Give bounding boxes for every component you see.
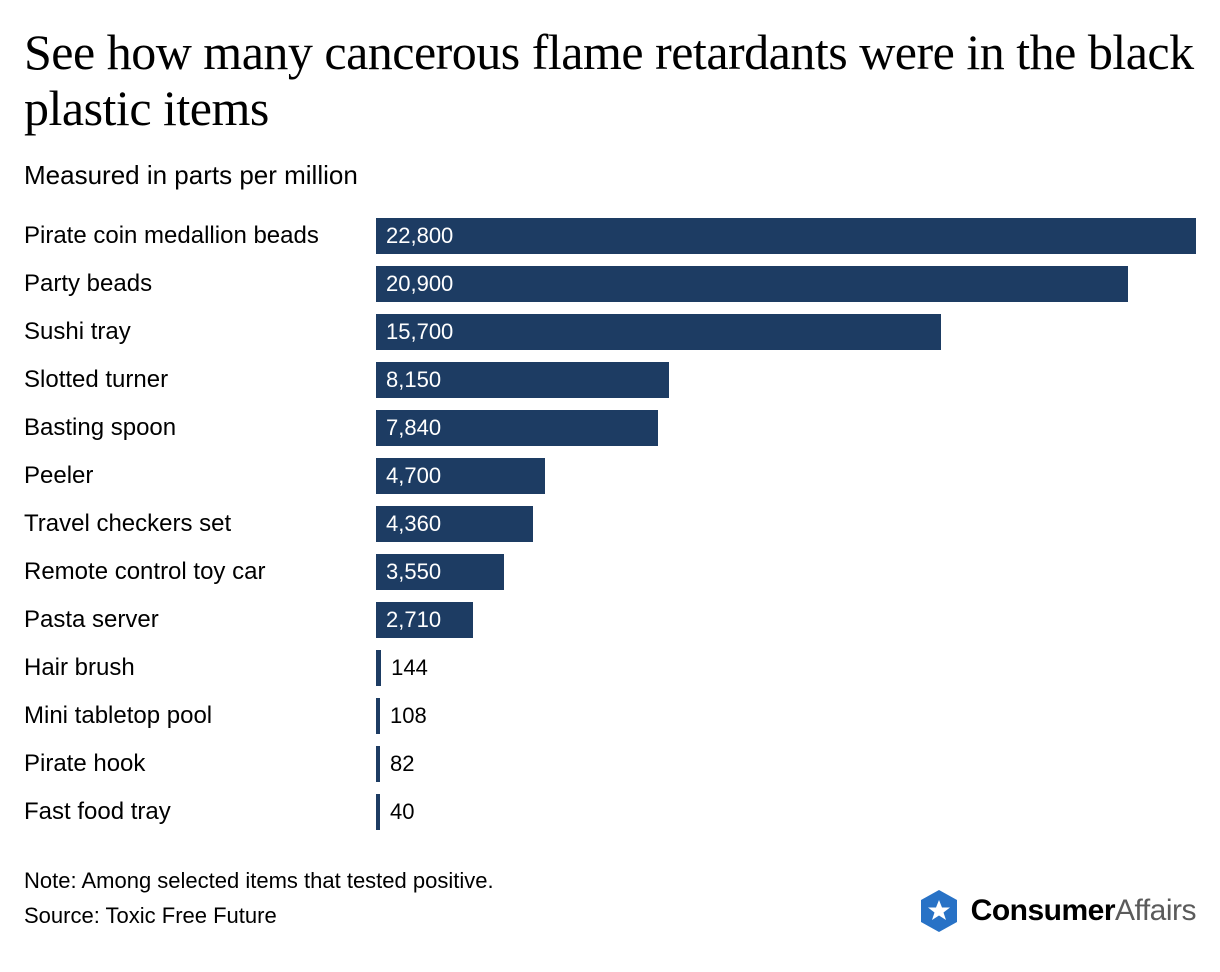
bar-value: 144 <box>391 650 428 686</box>
bar-value: 4,360 <box>386 506 441 542</box>
bar <box>376 218 1196 254</box>
bar-value: 20,900 <box>386 266 453 302</box>
chart-title: See how many cancerous flame retardants … <box>24 24 1196 136</box>
chart-row: Sushi tray 15,700 <box>24 309 1196 355</box>
bar-track: 82 <box>376 746 1196 782</box>
bar-track: 144 <box>376 650 1196 686</box>
bar-chart: Pirate coin medallion beads 22,800 Party b… <box>24 213 1196 835</box>
bar <box>376 650 381 686</box>
bar-value: 82 <box>390 746 414 782</box>
chart-row: Travel checkers set 4,360 <box>24 501 1196 547</box>
bar-track: 3,550 <box>376 554 1196 590</box>
bar <box>376 794 380 830</box>
brand-text: ConsumerAffairs <box>971 894 1196 928</box>
row-label: Pirate coin medallion beads <box>24 222 376 250</box>
bar-value: 8,150 <box>386 362 441 398</box>
bar-value: 15,700 <box>386 314 453 350</box>
bar-track: 40 <box>376 794 1196 830</box>
bar-value: 2,710 <box>386 602 441 638</box>
bar-value: 4,700 <box>386 458 441 494</box>
bar-value: 22,800 <box>386 218 453 254</box>
row-label: Hair brush <box>24 654 376 682</box>
chart-source: Source: Toxic Free Future <box>24 898 494 933</box>
chart-row: Basting spoon 7,840 <box>24 405 1196 451</box>
row-label: Pirate hook <box>24 750 376 778</box>
row-label: Slotted turner <box>24 366 376 394</box>
row-label: Sushi tray <box>24 318 376 346</box>
brand-logo: ConsumerAffairs <box>917 889 1196 933</box>
bar-value: 40 <box>390 794 414 830</box>
bar <box>376 314 941 350</box>
footnotes: Note: Among selected items that tested p… <box>24 863 494 933</box>
chart-row: Pirate coin medallion beads 22,800 <box>24 213 1196 259</box>
bar-track: 4,700 <box>376 458 1196 494</box>
bar-track: 8,150 <box>376 362 1196 398</box>
chart-row: Mini tabletop pool 108 <box>24 693 1196 739</box>
chart-row: Pasta server 2,710 <box>24 597 1196 643</box>
chart-row: Hair brush 144 <box>24 645 1196 691</box>
chart-subtitle: Measured in parts per million <box>24 160 1196 191</box>
bar-track: 7,840 <box>376 410 1196 446</box>
row-label: Pasta server <box>24 606 376 634</box>
brand-name-bold: Consumer <box>971 894 1115 928</box>
brand-badge-icon <box>917 889 961 933</box>
row-label: Basting spoon <box>24 414 376 442</box>
bar-track: 108 <box>376 698 1196 734</box>
bar <box>376 266 1128 302</box>
bar <box>376 746 380 782</box>
bar-value: 3,550 <box>386 554 441 590</box>
bar-track: 4,360 <box>376 506 1196 542</box>
bar-value: 7,840 <box>386 410 441 446</box>
brand-name-light: Affairs <box>1115 894 1196 928</box>
chart-row: Fast food tray 40 <box>24 789 1196 835</box>
bar-value: 108 <box>390 698 427 734</box>
row-label: Remote control toy car <box>24 558 376 586</box>
row-label: Mini tabletop pool <box>24 702 376 730</box>
chart-row: Slotted turner 8,150 <box>24 357 1196 403</box>
chart-row: Pirate hook 82 <box>24 741 1196 787</box>
chart-row: Remote control toy car 3,550 <box>24 549 1196 595</box>
bar <box>376 698 380 734</box>
bar-track: 15,700 <box>376 314 1196 350</box>
chart-note: Note: Among selected items that tested p… <box>24 863 494 898</box>
bar-track: 2,710 <box>376 602 1196 638</box>
row-label: Party beads <box>24 270 376 298</box>
chart-row: Party beads 20,900 <box>24 261 1196 307</box>
bar-track: 22,800 <box>376 218 1196 254</box>
row-label: Travel checkers set <box>24 510 376 538</box>
row-label: Peeler <box>24 462 376 490</box>
bar-track: 20,900 <box>376 266 1196 302</box>
row-label: Fast food tray <box>24 798 376 826</box>
chart-footer: Note: Among selected items that tested p… <box>24 863 1196 933</box>
chart-row: Peeler 4,700 <box>24 453 1196 499</box>
